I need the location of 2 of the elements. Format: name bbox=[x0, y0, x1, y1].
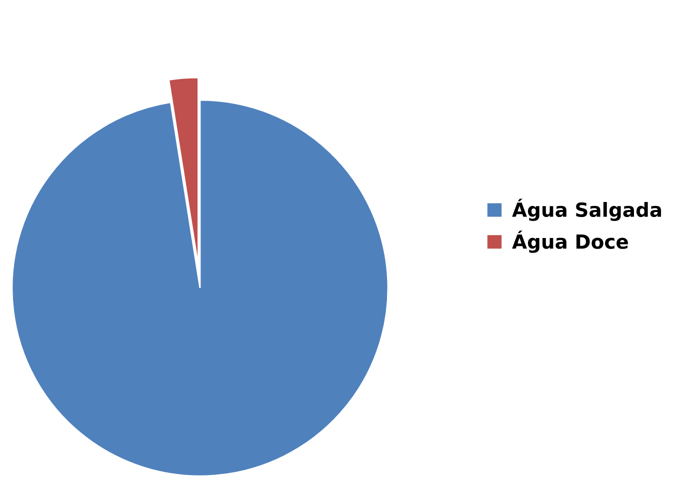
legend-label: Água Doce bbox=[512, 230, 628, 253]
legend-label: Água Salgada bbox=[512, 198, 662, 221]
